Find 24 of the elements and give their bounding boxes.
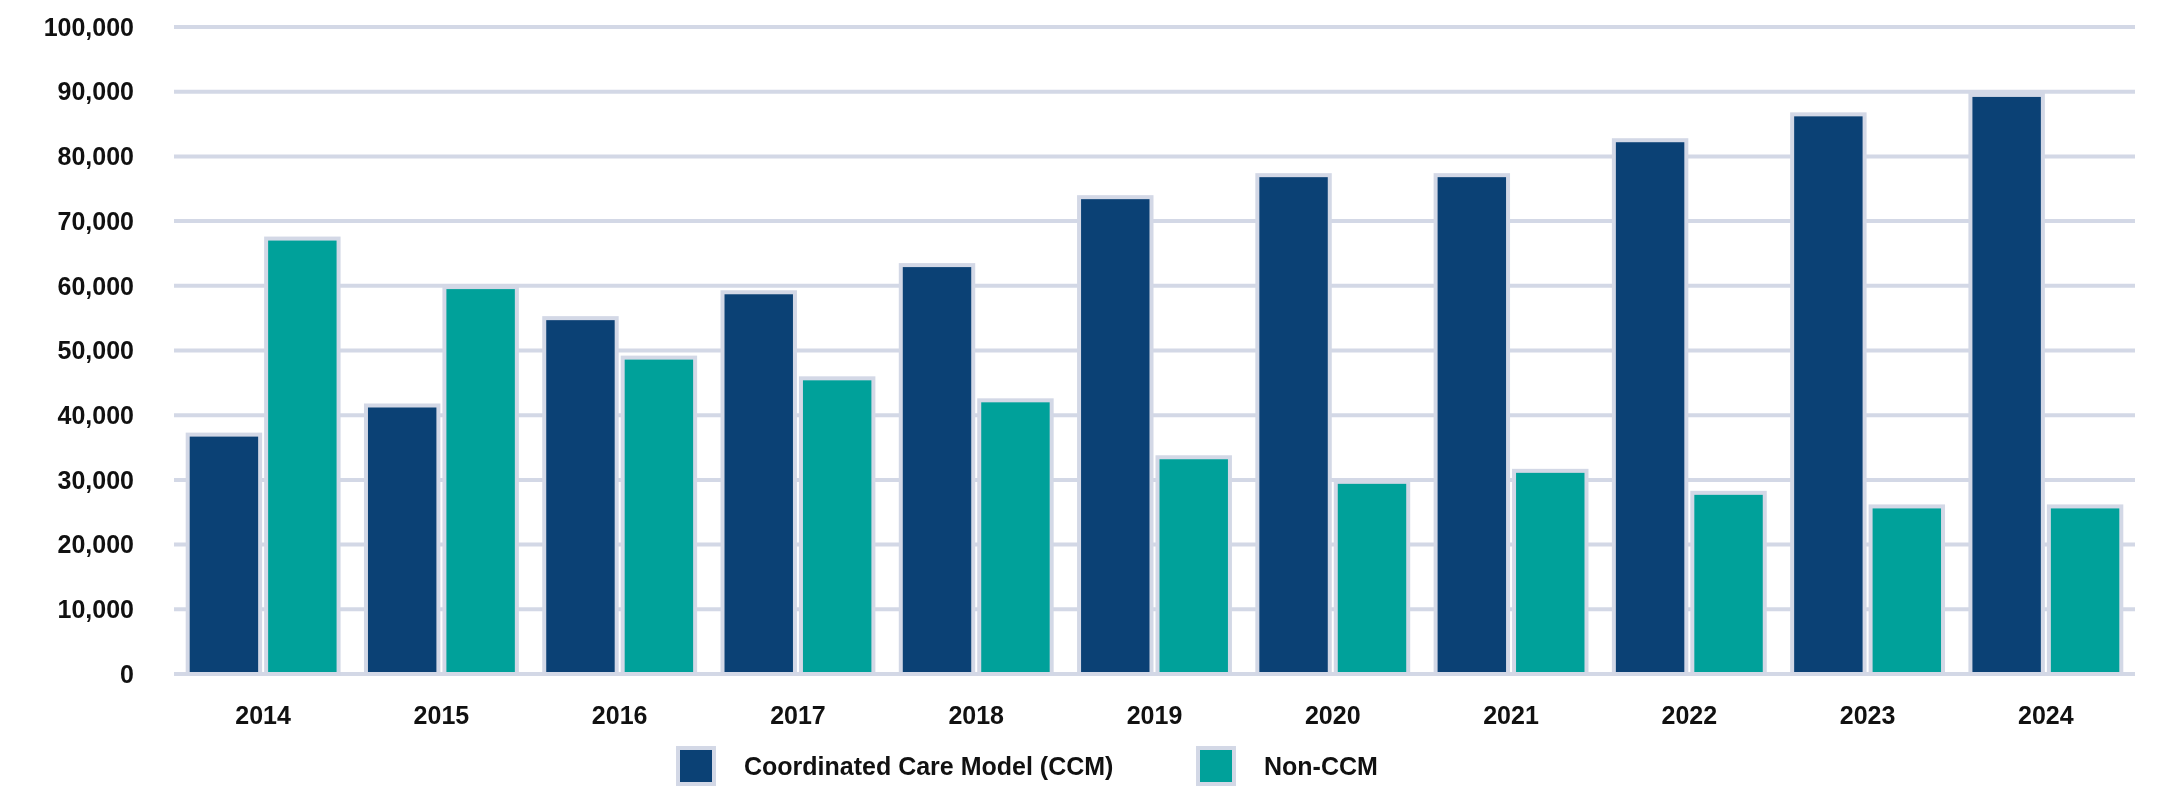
- x-tick-label: 2019: [1126, 701, 1183, 729]
- x-tick-label: 2022: [1661, 701, 1718, 729]
- y-tick-label: 60,000: [57, 271, 134, 300]
- y-tick-label: 70,000: [57, 206, 134, 235]
- y-tick-label: 20,000: [57, 530, 134, 559]
- x-tick-label: 2023: [1839, 701, 1896, 729]
- x-tick-label: 2016: [591, 701, 648, 729]
- y-tick-label: 40,000: [57, 400, 134, 429]
- x-tick-label: 2014: [235, 701, 292, 729]
- x-tick-label: 2015: [413, 701, 470, 729]
- y-tick-label: 90,000: [57, 77, 134, 106]
- legend-label: Non-CCM: [1264, 751, 1378, 780]
- y-tick-label: 10,000: [57, 595, 134, 624]
- x-tick-label: 2017: [770, 701, 826, 729]
- y-tick-label: 0: [120, 659, 134, 688]
- x-tick-label: 2018: [948, 701, 1005, 729]
- y-tick-label: 100,000: [43, 12, 134, 41]
- x-tick-label: 2024: [2018, 701, 2074, 729]
- x-tick-label: 2020: [1304, 701, 1361, 729]
- y-tick-label: 30,000: [57, 465, 134, 494]
- y-tick-label: 80,000: [57, 142, 134, 171]
- legend-label: Coordinated Care Model (CCM): [744, 751, 1114, 780]
- x-tick-label: 2021: [1483, 701, 1539, 729]
- y-tick-label: 50,000: [57, 336, 134, 365]
